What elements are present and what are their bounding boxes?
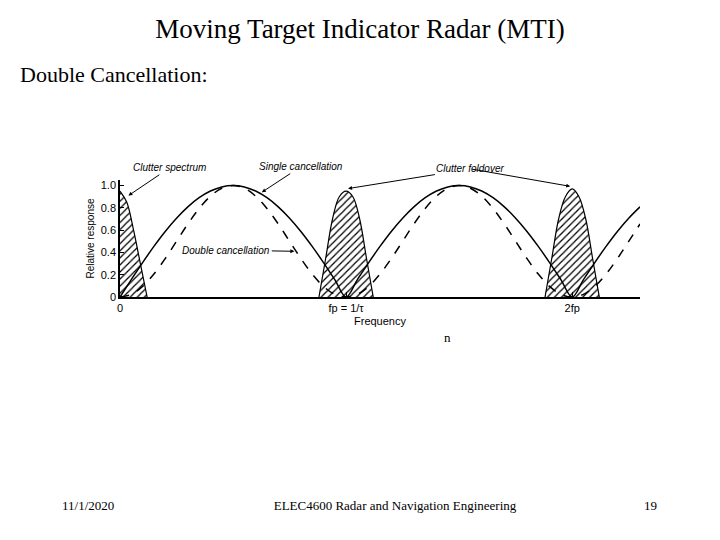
html-text:ELEC4600 Radar and Navigation: ELEC4600 Radar and Navigation Engineerin… bbox=[273, 498, 517, 513]
html-text:19: 19 bbox=[644, 498, 657, 513]
svg-text:0.4: 0.4 bbox=[101, 246, 116, 258]
html-text:Moving Target Indicator Radar: Moving Target Indicator Radar (MTI) bbox=[155, 14, 565, 44]
html-text:11/1/2020: 11/1/2020 bbox=[62, 498, 115, 513]
svg-text:Clutter foldover: Clutter foldover bbox=[436, 163, 504, 174]
html-text:Double Cancellation:: Double Cancellation: bbox=[20, 62, 208, 87]
svg-text:Relative response: Relative response bbox=[85, 198, 96, 278]
svg-text:Single cancellation: Single cancellation bbox=[259, 161, 343, 172]
svg-text:0: 0 bbox=[117, 302, 123, 314]
svg-text:0.2: 0.2 bbox=[101, 269, 116, 281]
svg-text:0: 0 bbox=[110, 291, 116, 303]
svg-text:2fp: 2fp bbox=[565, 302, 580, 314]
svg-text:fp = 1/τ: fp = 1/τ bbox=[328, 302, 364, 314]
svg-text:0.6: 0.6 bbox=[101, 224, 116, 236]
svg-text:Clutter spectrum: Clutter spectrum bbox=[133, 162, 206, 173]
svg-text:Frequency: Frequency bbox=[354, 315, 406, 327]
svg-text:1.0: 1.0 bbox=[101, 179, 116, 191]
svg-text:0.8: 0.8 bbox=[101, 202, 116, 214]
html-text:n: n bbox=[444, 330, 451, 345]
svg-text:Double cancellation: Double cancellation bbox=[182, 245, 270, 256]
